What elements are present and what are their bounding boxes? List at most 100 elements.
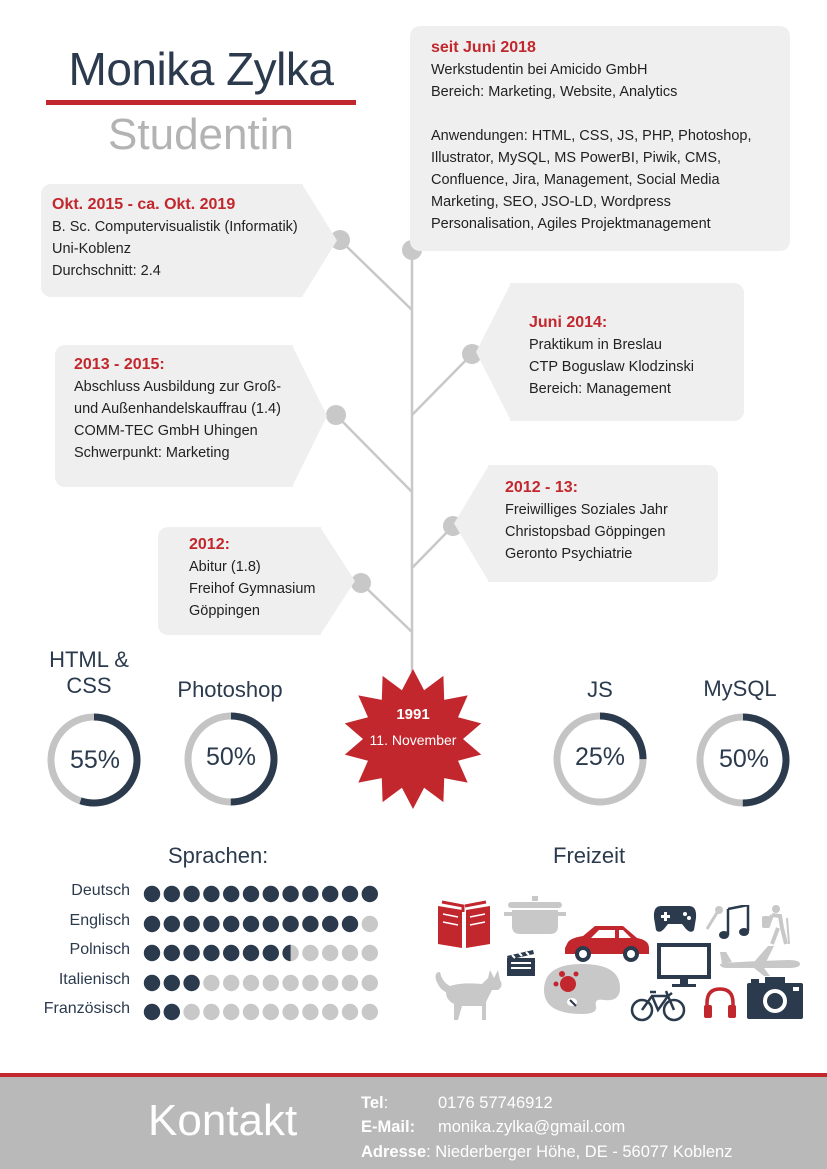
level-dot [183,974,200,991]
level-dot [302,915,319,932]
level-dot [361,915,378,932]
language-name: Deutsch [71,882,130,899]
paint-palette-icon [544,964,620,1014]
language-level-dots [143,974,378,991]
footer-accent-rule [0,1073,827,1077]
level-dot [143,974,161,991]
donut-fill [696,713,790,807]
level-dot [183,1003,200,1021]
level-dot [223,944,240,962]
language-name: Französisch [43,1000,130,1017]
address-label: Adresse [361,1143,427,1161]
level-dot [341,1003,359,1021]
bicycle-icon [630,990,686,1022]
contact-tel: Tel: 0176 57746912 [361,1094,553,1112]
timeline-node [326,405,346,425]
skill-donut [553,712,647,806]
level-dot [163,915,180,932]
level-dot [262,974,279,991]
timeline-line: Abschluss Ausbildung zur Groß- [74,379,282,395]
timeline-node [351,573,371,593]
cooking-pot-icon [504,896,566,934]
timeline-line: Geronto Psychiatrie [505,546,633,562]
level-dot-half [282,944,291,962]
contact-address: Adresse: Niederberger Höhe, DE - 56077 K… [361,1143,733,1161]
level-dot [203,885,220,903]
language-level-dots [143,885,378,903]
language-name: Italienisch [58,970,130,988]
timeline-node [462,344,482,364]
level-dot [242,915,260,932]
level-dot [143,944,161,962]
level-dot [302,1003,319,1021]
tel-value[interactable]: 0176 57746912 [438,1094,553,1112]
timeline-line: Göppingen [189,603,260,619]
language-row: Englisch [20,912,390,934]
clapperboard-icon [507,950,535,976]
skill-label-mysql: MySQL [703,676,777,701]
timeline-node [330,230,350,250]
contact-footer [0,1077,827,1169]
timeline-card-university: Okt. 2015 - ca. Okt. 2019 B. Sc. Compute… [41,184,303,297]
timeline-date: 2013 - 2015: [74,356,165,373]
skill-donut [47,713,141,807]
timeline-card-breslau: Juni 2014: Praktikum in Breslau CTP Bogu… [510,283,744,421]
level-dot [262,915,279,932]
timeline-line: CTP Boguslaw Klodzinski [529,359,694,375]
timeline-card-ausbildung: 2013 - 2015: Abschluss Ausbildung zur Gr… [55,345,293,487]
level-dot [203,1003,220,1021]
level-dot [223,915,240,932]
birth-day: 11. November [369,732,457,748]
level-dot [262,1003,279,1021]
skill-percent: 50% [718,745,770,773]
skill-donut [696,713,790,807]
birth-year: 1991 [396,706,430,723]
birth-star-badge [344,669,482,809]
level-dot [361,1003,378,1021]
timeline-line: Praktikum in Breslau [529,337,662,353]
timeline-line: Freiwilliges Soziales Jahr [505,502,668,518]
skill-percent: 50% [205,743,257,771]
skill-label-js: JS [587,677,613,702]
contact-email: E-Mail: monika.zylka@gmail.com [361,1116,625,1138]
level-dot [302,974,319,991]
level-dot [322,915,339,932]
timeline-line [431,103,790,125]
timeline-line: Bereich: Marketing, Website, Analytics [431,84,678,100]
timeline-line: Abitur (1.8) [189,559,261,575]
timeline-line: Uni-Koblenz [52,241,131,257]
level-dot [242,885,260,903]
person-role: Studentin [108,110,294,159]
timeline-line: Illustrator, MySQL, MS PowerBI, Piwik, C… [431,150,722,166]
headphones-icon [704,987,736,1018]
level-dot [223,974,240,991]
level-dot [183,885,200,903]
monitor-icon [657,943,711,987]
music-icon [719,905,750,939]
level-dot [143,885,161,903]
email-value[interactable]: monika.zylka@gmail.com [438,1118,626,1136]
level-dot [262,885,279,903]
level-dot [361,944,378,962]
language-row: Polnisch [20,941,390,963]
hobbies-title: Freizeit [553,843,626,868]
level-dot [322,944,339,962]
timeline-card-fsj: 2012 - 13: Freiwilliges Soziales Jahr Ch… [488,465,718,582]
contact-title: Kontakt [148,1096,298,1145]
level-dot [322,1003,339,1021]
timeline-branch [411,353,473,416]
timeline-line: Anwendungen: HTML, CSS, JS, PHP, Photosh… [431,128,752,144]
level-dot [282,885,299,903]
level-dot [322,885,339,903]
level-dot [163,885,180,903]
timeline-date: 2012 - 13: [505,479,578,496]
level-dot [341,915,359,932]
skill-label-html-css: HTML & CSS [49,647,129,698]
hiking-icon [762,905,790,945]
level-dot [282,974,299,991]
timeline-line: und Außenhandelskauffrau (1.4) [74,401,281,417]
timeline-line: Schwerpunkt: Marketing [74,445,230,461]
timeline-line: Christopsbad Göppingen [505,524,666,540]
language-name: Englisch [69,911,130,929]
